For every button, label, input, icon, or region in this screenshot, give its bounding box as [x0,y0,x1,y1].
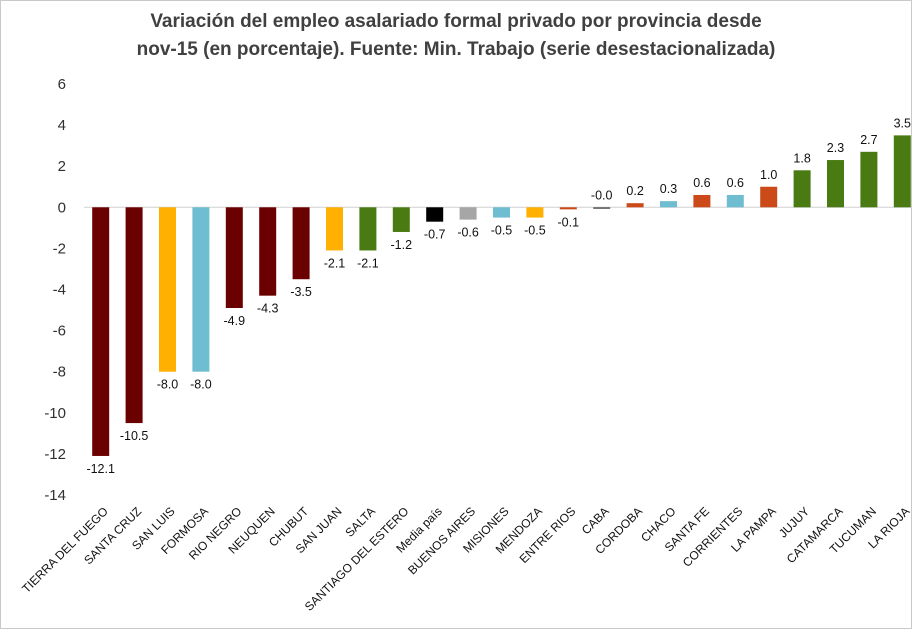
bar-16 [626,203,644,208]
bar-22 [827,160,844,208]
bar-17 [660,201,677,208]
data-label: 2.7 [860,133,877,147]
y-tick-label: -4 [53,282,66,299]
data-label: -0.5 [491,224,513,238]
bar-7 [326,207,343,251]
data-label: -2.1 [357,256,379,270]
bar-6 [292,207,310,280]
data-label: 1.0 [760,168,777,182]
data-label: -0.0 [591,188,613,202]
bar-3 [192,207,210,372]
data-label: -10.5 [120,429,149,443]
data-label: -0.6 [457,226,479,240]
bar-11 [459,207,477,220]
data-label: 0.6 [693,176,710,190]
bar-9 [392,207,410,232]
data-label: 1.8 [793,151,810,165]
y-tick-label: -2 [53,240,66,257]
bar-23 [860,151,878,208]
chart-title: Variación del empleo asalariado formal p… [0,8,912,64]
chart-title-line-2: nov-15 (en porcentaje). Fuente: Min. Tra… [136,39,776,60]
bar-14 [559,207,577,210]
data-label: -2.1 [324,256,346,270]
y-tick-label: -10 [44,405,66,422]
bar-2 [159,207,176,372]
data-label: 0.3 [660,182,677,196]
bar-13 [526,207,544,218]
bar-4 [225,207,243,308]
bar-5 [259,207,277,296]
y-tick-label: -12 [44,446,66,463]
y-tick-label: -8 [53,364,66,381]
data-label: -8.0 [190,378,212,392]
data-label: 0.2 [626,184,643,198]
data-label: 3.5 [894,116,911,130]
data-label: -0.5 [524,224,546,238]
bar-19 [726,194,744,208]
bar-21 [793,170,811,208]
y-tick-label: 4 [58,117,66,134]
data-label: -12.1 [86,462,115,476]
y-tick-label: 0 [58,199,66,216]
bar-24 [893,135,911,208]
bar-0 [92,207,110,456]
data-label: -8.0 [157,378,179,392]
data-label: 2.3 [827,141,844,155]
y-tick-label: 6 [58,76,66,93]
bar-18 [693,194,711,208]
bar-12 [493,207,510,218]
data-label: -0.1 [558,215,580,229]
data-label: 0.6 [727,176,744,190]
data-label: -1.2 [391,238,413,252]
data-label: -4.3 [257,302,279,316]
data-label: -3.5 [290,285,312,299]
bar-8 [359,207,377,251]
bar-20 [760,186,778,208]
bar-1 [125,207,143,424]
bar-15 [593,207,611,209]
y-tick-label: -14 [44,487,66,504]
bar-10 [426,207,444,222]
chart-title-line-1: Variación del empleo asalariado formal p… [150,11,762,32]
data-label: -0.7 [424,228,446,242]
data-label: -4.9 [224,314,246,328]
y-tick-label: 2 [58,158,66,175]
y-tick-label: -6 [53,323,66,340]
